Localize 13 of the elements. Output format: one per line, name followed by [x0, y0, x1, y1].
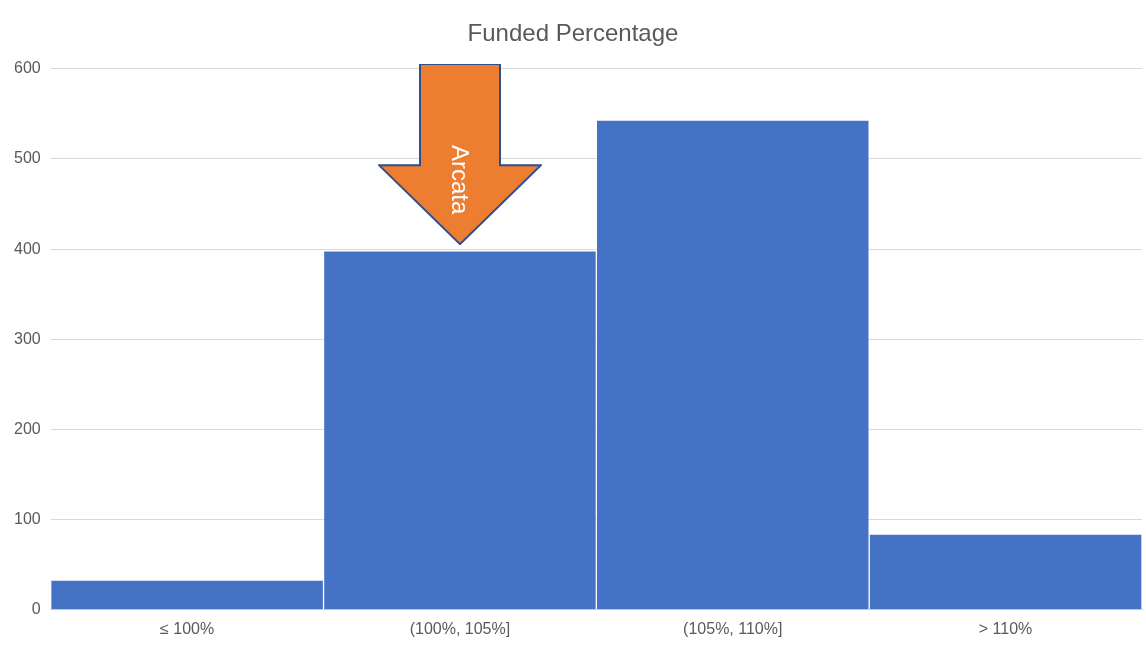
y-tick-label: 400 — [13, 239, 41, 257]
chart-title: Funded Percentage — [467, 19, 679, 47]
x-tick-label: (100%, 105%] — [409, 619, 511, 637]
annotation: Arcata — [445, 144, 474, 215]
x-tick-label: ≤ 100% — [160, 619, 215, 637]
y-tick-label: 100 — [13, 510, 41, 528]
y-tick-label: 300 — [13, 329, 41, 347]
y-tick-label: 500 — [13, 149, 41, 167]
x-tick-label: (105%, 110%] — [683, 619, 783, 637]
y-tick-label: 0 — [31, 600, 41, 618]
x-tick-label: > 110% — [978, 619, 1033, 637]
y-tick-label: 200 — [13, 419, 41, 437]
y-tick-label: 600 — [13, 59, 41, 77]
